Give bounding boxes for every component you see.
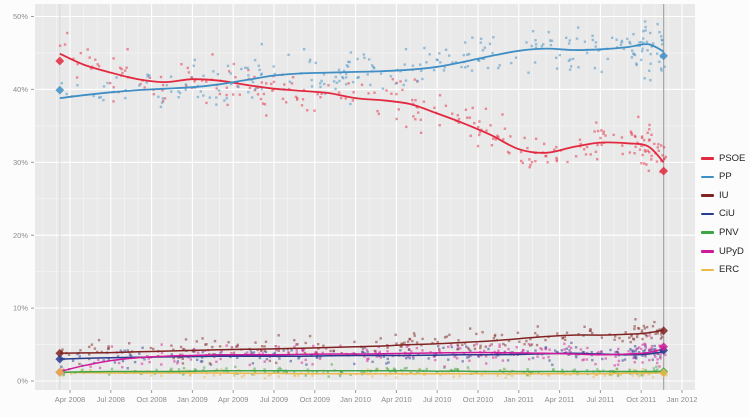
svg-text:Apr 2008: Apr 2008 <box>55 395 85 404</box>
election-2011-marker-psoe <box>659 166 669 176</box>
svg-text:40%: 40% <box>13 85 28 94</box>
svg-text:Jan 2012: Jan 2012 <box>667 395 698 404</box>
election-2008-marker-pp <box>55 85 65 95</box>
election-2011-marker-iu <box>659 326 669 336</box>
svg-text:Jan 2011: Jan 2011 <box>504 395 534 404</box>
axis-labels: 0% 10% 20% 30% 40% 50% Apr 2008 Jul 2008 Oct 200… <box>13 12 697 404</box>
legend-label-iu: IU <box>719 189 729 201</box>
legend-item-psoe: PSOE <box>701 149 745 168</box>
legend-item-upyd: UPyD <box>701 242 745 261</box>
svg-text:30%: 30% <box>13 158 28 167</box>
legend-item-iu: IU <box>701 186 745 205</box>
trend-line-erc <box>59 371 664 375</box>
legend-item-ciu: CiU <box>701 205 745 224</box>
legend-line-swatch-erc <box>701 268 714 272</box>
election-2011-marker-pp <box>659 51 669 61</box>
legend-line-swatch-ciu <box>701 212 714 216</box>
legend-line-swatch-pp <box>701 175 714 179</box>
election-2008-marker-iu <box>55 348 65 358</box>
election-2008-marker-psoe <box>55 56 65 66</box>
svg-text:Jan 2009: Jan 2009 <box>177 395 208 404</box>
legend-label-erc: ERC <box>719 264 740 276</box>
legend-label-pnv: PNV <box>719 226 739 238</box>
svg-text:0%: 0% <box>17 377 28 386</box>
trend-line-psoe <box>59 52 665 163</box>
svg-text:10%: 10% <box>13 304 28 313</box>
trend-line-pp <box>59 43 665 99</box>
svg-text:Apr 2010: Apr 2010 <box>381 395 411 404</box>
svg-text:Oct 2008: Oct 2008 <box>136 395 166 404</box>
legend-label-upyd: UPyD <box>719 245 744 257</box>
legend-item-pp: PP <box>701 168 745 187</box>
svg-text:Jul 2010: Jul 2010 <box>423 395 451 404</box>
svg-text:Jan 2010: Jan 2010 <box>340 395 371 404</box>
svg-text:Jul 2008: Jul 2008 <box>97 395 125 404</box>
svg-text:Apr 2009: Apr 2009 <box>218 395 248 404</box>
svg-text:50%: 50% <box>13 12 28 21</box>
chart-legend: PSOE PP IU CiU PNV UPyD ERC <box>701 149 745 279</box>
legend-line-swatch-psoe <box>701 157 714 160</box>
svg-text:Oct 2011: Oct 2011 <box>626 395 656 404</box>
svg-text:Oct 2010: Oct 2010 <box>463 395 493 404</box>
trend-line-upyd <box>59 348 664 373</box>
legend-item-erc: ERC <box>701 261 745 280</box>
legend-line-swatch-pnv <box>701 231 714 234</box>
election-2008-marker-erc <box>55 367 65 377</box>
trend-line-pnv <box>59 370 664 374</box>
legend-item-pnv: PNV <box>701 223 745 242</box>
election-2008-marker-ciu <box>55 354 65 364</box>
svg-text:20%: 20% <box>13 231 28 240</box>
legend-label-psoe: PSOE <box>719 152 746 164</box>
legend-line-swatch-iu <box>701 194 714 197</box>
legend-line-swatch-upyd <box>701 249 714 253</box>
svg-text:Oct 2009: Oct 2009 <box>300 395 330 404</box>
svg-text:Apr 2011: Apr 2011 <box>545 395 575 404</box>
svg-text:Jul 2009: Jul 2009 <box>260 395 288 404</box>
election-2011-marker-erc <box>659 368 669 378</box>
svg-text:Jul 2011: Jul 2011 <box>586 395 614 404</box>
trend-line-iu <box>59 329 664 355</box>
legend-label-ciu: CiU <box>719 208 735 220</box>
election-2011-marker-upyd <box>659 342 669 352</box>
legend-label-pp: PP <box>719 171 732 183</box>
